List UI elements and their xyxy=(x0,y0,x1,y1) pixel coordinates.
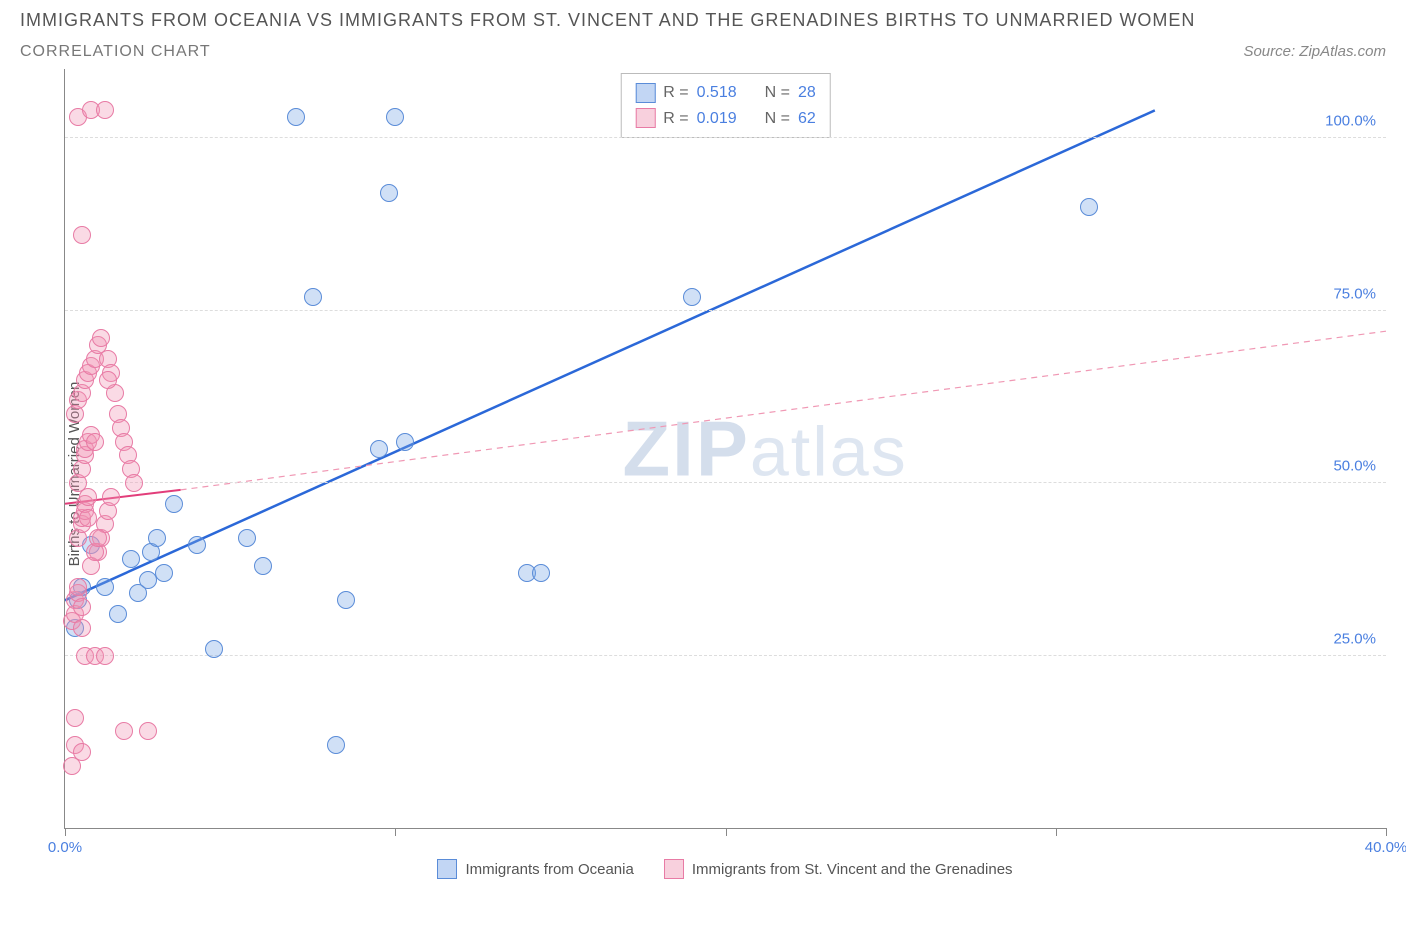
legend-value: 0.019 xyxy=(697,106,737,132)
data-point xyxy=(254,557,272,575)
chart-header: IMMIGRANTS FROM OCEANIA VS IMMIGRANTS FR… xyxy=(0,0,1406,61)
data-point xyxy=(386,108,404,126)
data-point xyxy=(79,509,97,527)
y-tick-label: 50.0% xyxy=(1333,458,1376,475)
data-point xyxy=(96,647,114,665)
legend-label: Immigrants from Oceania xyxy=(465,861,633,878)
data-point xyxy=(532,564,550,582)
chart-area: Births to Unmarried Women ZIPatlas R =0.… xyxy=(20,69,1386,879)
data-point xyxy=(96,101,114,119)
data-point xyxy=(96,578,114,596)
legend-swatch xyxy=(635,108,655,128)
legend-swatch xyxy=(664,859,684,879)
data-point xyxy=(188,536,206,554)
data-point xyxy=(122,550,140,568)
x-tick xyxy=(1386,828,1387,836)
data-point xyxy=(99,371,117,389)
watermark: ZIPatlas xyxy=(623,403,908,494)
x-tick xyxy=(1056,828,1057,836)
gridline xyxy=(65,655,1386,656)
data-point xyxy=(73,226,91,244)
data-point xyxy=(396,433,414,451)
legend-value: 62 xyxy=(798,106,816,132)
data-point xyxy=(73,598,91,616)
y-tick-label: 75.0% xyxy=(1333,285,1376,302)
data-point xyxy=(327,736,345,754)
y-tick-label: 100.0% xyxy=(1325,113,1376,130)
data-point xyxy=(148,529,166,547)
data-point xyxy=(155,564,173,582)
data-point xyxy=(1080,198,1098,216)
data-point xyxy=(73,619,91,637)
x-tick xyxy=(395,828,396,836)
gridline xyxy=(65,137,1386,138)
data-point xyxy=(109,605,127,623)
plot-region: ZIPatlas R = 0.518 N = 28 R = 0.019 N = 62 25.0… xyxy=(64,69,1386,829)
gridline xyxy=(65,310,1386,311)
data-point xyxy=(165,495,183,513)
legend-value: 28 xyxy=(798,80,816,106)
data-point xyxy=(370,440,388,458)
legend-row: R = 0.019 N = 62 xyxy=(635,106,816,132)
x-tick-label: 40.0% xyxy=(1365,839,1406,856)
legend-swatch xyxy=(635,83,655,103)
data-point xyxy=(115,722,133,740)
chart-subtitle: CORRELATION CHART xyxy=(20,43,211,61)
data-point xyxy=(125,474,143,492)
legend-key: R = xyxy=(663,80,688,106)
series-legend: Immigrants from Oceania Immigrants from S… xyxy=(64,829,1386,879)
data-point xyxy=(66,709,84,727)
data-point xyxy=(86,433,104,451)
legend-row: R = 0.518 N = 28 xyxy=(635,80,816,106)
data-point xyxy=(139,571,157,589)
chart-source: Source: ZipAtlas.com xyxy=(1243,43,1386,60)
data-point xyxy=(337,591,355,609)
data-point xyxy=(92,329,110,347)
data-point xyxy=(238,529,256,547)
data-point xyxy=(139,722,157,740)
data-point xyxy=(304,288,322,306)
gridline xyxy=(65,482,1386,483)
data-point xyxy=(683,288,701,306)
legend-swatch xyxy=(437,859,457,879)
data-point xyxy=(69,578,87,596)
data-point xyxy=(205,640,223,658)
legend-label: Immigrants from St. Vincent and the Gren… xyxy=(692,861,1013,878)
x-tick xyxy=(726,828,727,836)
legend-item: Immigrants from St. Vincent and the Gren… xyxy=(664,859,1013,879)
legend-key: R = xyxy=(663,106,688,132)
data-point xyxy=(89,529,107,547)
y-tick-label: 25.0% xyxy=(1333,630,1376,647)
data-point xyxy=(287,108,305,126)
x-tick xyxy=(65,828,66,836)
legend-value: 0.518 xyxy=(697,80,737,106)
data-point xyxy=(102,488,120,506)
correlation-legend: R = 0.518 N = 28 R = 0.019 N = 62 xyxy=(620,73,831,138)
legend-key: N = xyxy=(765,80,790,106)
x-tick-label: 0.0% xyxy=(48,839,82,856)
data-point xyxy=(380,184,398,202)
legend-key: N = xyxy=(765,106,790,132)
data-point xyxy=(73,743,91,761)
legend-item: Immigrants from Oceania xyxy=(437,859,633,879)
chart-title: IMMIGRANTS FROM OCEANIA VS IMMIGRANTS FR… xyxy=(20,10,1386,31)
